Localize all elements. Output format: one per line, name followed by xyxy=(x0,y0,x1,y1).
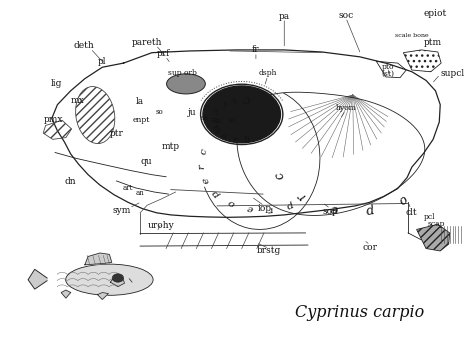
Text: qu: qu xyxy=(140,157,152,166)
Text: ptr: ptr xyxy=(109,129,123,137)
Text: e: e xyxy=(328,201,339,215)
Circle shape xyxy=(113,275,123,282)
Text: iop: iop xyxy=(257,204,272,213)
Polygon shape xyxy=(85,253,112,265)
Text: so: so xyxy=(201,114,209,122)
Text: ptm: ptm xyxy=(424,38,442,47)
Text: o: o xyxy=(218,130,228,141)
Text: dn: dn xyxy=(65,177,76,186)
Text: la: la xyxy=(136,97,144,106)
Text: fr: fr xyxy=(252,45,260,54)
Text: r: r xyxy=(267,204,273,213)
Text: o: o xyxy=(396,192,410,207)
Text: pto: pto xyxy=(382,63,394,71)
Polygon shape xyxy=(61,290,71,298)
Text: b: b xyxy=(243,135,250,145)
Text: u: u xyxy=(208,116,217,122)
Text: sup orb: sup orb xyxy=(168,69,197,77)
Text: p: p xyxy=(284,199,294,210)
Text: pmx: pmx xyxy=(44,115,64,124)
Text: so: so xyxy=(214,117,222,125)
Text: so: so xyxy=(155,108,164,116)
Text: hyom: hyom xyxy=(335,104,356,112)
Text: c: c xyxy=(199,148,209,156)
Text: deth: deth xyxy=(73,41,94,50)
Polygon shape xyxy=(417,224,450,251)
Text: m: m xyxy=(210,122,221,134)
Text: pa: pa xyxy=(279,12,290,21)
Text: e: e xyxy=(246,203,254,213)
Text: p: p xyxy=(365,203,374,216)
Circle shape xyxy=(203,86,281,143)
Polygon shape xyxy=(98,293,109,300)
Text: (st): (st) xyxy=(382,70,395,78)
Text: p: p xyxy=(211,188,222,198)
Text: prf: prf xyxy=(157,49,171,58)
Text: soc: soc xyxy=(338,11,353,20)
Text: supcl: supcl xyxy=(440,69,465,78)
Text: lig: lig xyxy=(51,79,62,88)
Text: scap: scap xyxy=(428,220,445,228)
Text: e: e xyxy=(201,176,211,185)
Text: r: r xyxy=(197,164,206,169)
Text: pareth: pareth xyxy=(132,38,163,47)
Text: r: r xyxy=(219,98,228,108)
Text: dsph: dsph xyxy=(258,70,277,78)
Ellipse shape xyxy=(166,74,205,94)
Polygon shape xyxy=(28,269,47,289)
Text: clt: clt xyxy=(405,208,417,216)
Text: scale bone: scale bone xyxy=(395,33,428,38)
Text: c: c xyxy=(210,106,220,114)
Text: epiot: epiot xyxy=(424,9,447,18)
Text: an: an xyxy=(135,189,144,197)
Text: mx: mx xyxy=(70,96,84,105)
Text: i: i xyxy=(232,94,237,103)
Text: urohy: urohy xyxy=(148,221,175,230)
Text: o: o xyxy=(227,197,237,208)
Text: Cyprinus carpio: Cyprinus carpio xyxy=(295,304,425,321)
Text: mtp: mtp xyxy=(162,142,180,151)
Text: r: r xyxy=(231,135,237,145)
Text: ju: ju xyxy=(188,108,196,117)
Text: enpt: enpt xyxy=(133,116,150,124)
Text: so: so xyxy=(228,116,235,124)
Text: pcl: pcl xyxy=(424,213,436,221)
Text: sop: sop xyxy=(323,207,338,216)
Text: art: art xyxy=(123,184,134,192)
Text: cor: cor xyxy=(363,243,378,252)
Text: r: r xyxy=(295,189,309,203)
Text: sym: sym xyxy=(112,206,130,215)
Text: c: c xyxy=(273,169,288,181)
Text: pl: pl xyxy=(98,57,107,66)
Ellipse shape xyxy=(66,264,153,295)
Polygon shape xyxy=(110,278,125,287)
Text: C: C xyxy=(243,93,251,103)
Text: brstg: brstg xyxy=(257,246,281,255)
